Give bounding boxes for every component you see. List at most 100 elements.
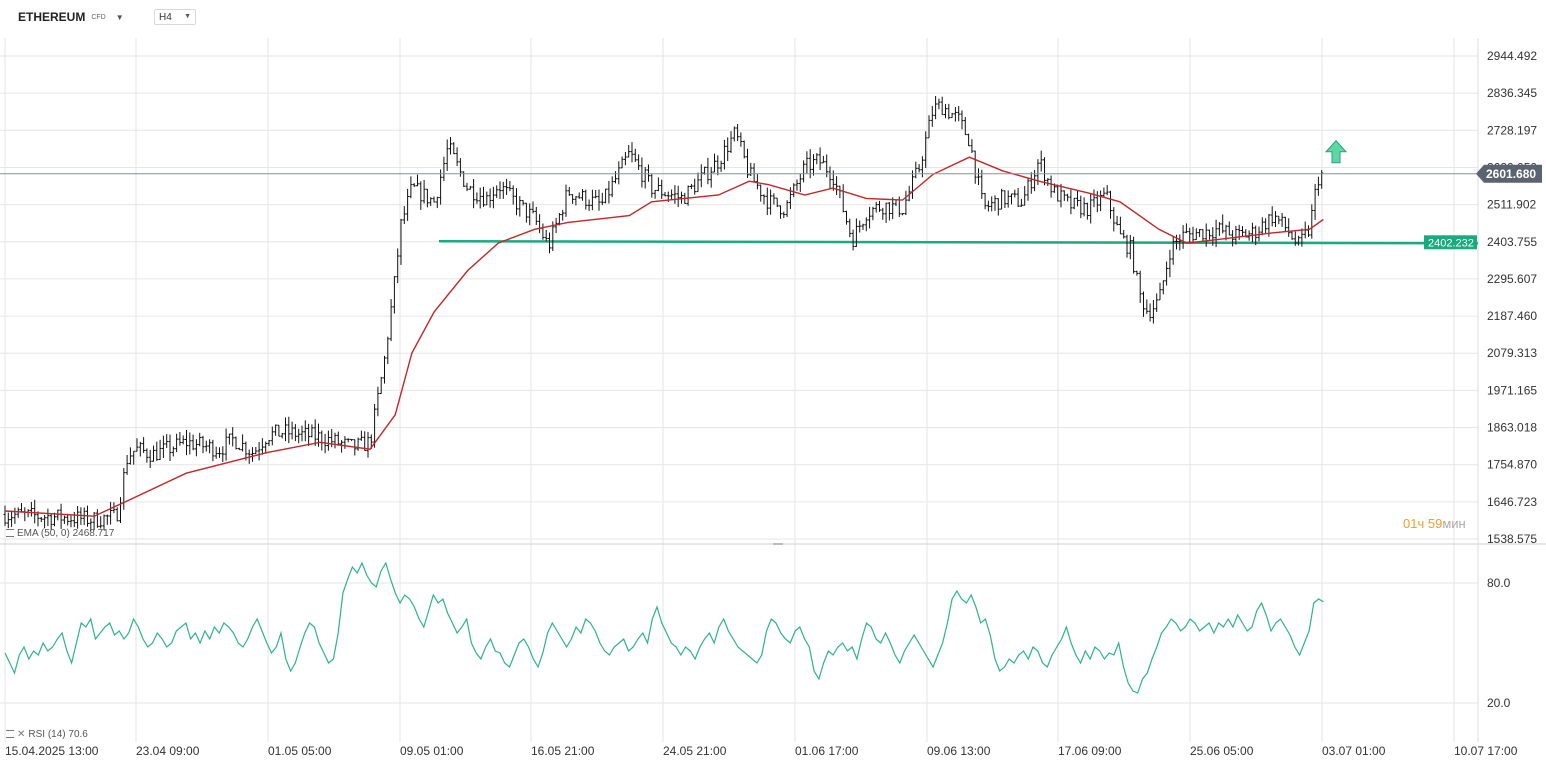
candle: [567, 186, 571, 196]
ema-legend[interactable]: EMA (50, 0) 2468.717: [6, 528, 114, 539]
candle: [1224, 224, 1228, 241]
candle: [762, 194, 766, 205]
candle: [934, 96, 938, 120]
candle: [670, 189, 674, 201]
candle: [254, 447, 258, 455]
candle: [138, 441, 142, 457]
rsi-tick-label: 20.0: [1487, 696, 1511, 710]
candle: [722, 139, 726, 170]
grid: [0, 38, 1546, 742]
current-price-label[interactable]: 2601.680: [1486, 167, 1536, 181]
price-tick-label: 2836.345: [1487, 86, 1537, 100]
candle: [188, 432, 192, 455]
candle: [482, 186, 485, 207]
candle: [465, 182, 469, 192]
candle: [729, 131, 733, 153]
candle: [69, 515, 73, 528]
candle: [841, 184, 845, 213]
candle: [689, 183, 693, 190]
symbol-selector[interactable]: ETHEREUM CFD ▼: [18, 10, 124, 24]
timeframe-selector[interactable]: H4 ▼: [154, 9, 196, 25]
rsi-axis: 80.0 20.0: [1487, 576, 1511, 710]
candle: [755, 173, 759, 190]
candle: [435, 196, 439, 209]
candle: [647, 164, 650, 182]
candle: [544, 230, 548, 242]
price-tick-label: 2187.460: [1487, 309, 1537, 323]
candle: [1260, 217, 1264, 236]
candle: [1168, 249, 1172, 278]
time-axis[interactable]: 15.04.2025 13:00 23.04 09:00 01.05 05:00 09…: [5, 744, 1518, 758]
candle: [1283, 216, 1287, 233]
candle: [864, 217, 868, 232]
price-axis[interactable]: 2944.4922836.3452728.1972620.0502511.902…: [1487, 49, 1537, 546]
candle: [445, 139, 449, 171]
current-price-tag[interactable]: [1476, 164, 1542, 183]
candle: [161, 435, 165, 459]
candle: [326, 430, 330, 451]
candle: [1161, 280, 1165, 295]
candle: [363, 431, 367, 452]
candle: [1217, 222, 1221, 236]
candle: [297, 428, 301, 444]
candle: [980, 169, 984, 199]
pane-resize-handle[interactable]: [773, 543, 783, 545]
candle: [168, 434, 172, 461]
candle: [148, 449, 152, 468]
candle: [1085, 202, 1089, 220]
candle: [1274, 211, 1277, 228]
price-tick-label: 2295.607: [1487, 272, 1537, 286]
candle: [521, 200, 525, 206]
candle: [92, 512, 96, 531]
candle: [1043, 157, 1046, 186]
menu-icon: [6, 529, 14, 538]
ema-line-group: [4, 156, 1324, 517]
candle: [392, 276, 396, 314]
candle: [109, 501, 113, 525]
rsi-line: [4, 561, 1324, 694]
price-tick-label: 2079.313: [1487, 346, 1537, 360]
candle: [251, 447, 254, 462]
candle: [155, 441, 159, 461]
candle: [673, 185, 677, 204]
candle: [1079, 195, 1083, 219]
rsi-legend[interactable]: ✕ RSI (14) 70.6: [6, 729, 88, 740]
candle: [231, 427, 235, 447]
candle: [389, 299, 393, 342]
candle: [742, 140, 746, 159]
support-level-label-bg[interactable]: [1424, 235, 1477, 250]
candle: [950, 112, 954, 119]
candle: [449, 137, 452, 155]
candle: [1151, 300, 1155, 324]
candle: [590, 189, 594, 211]
candle: [237, 447, 241, 451]
close-icon[interactable]: ✕: [17, 729, 26, 740]
candle: [765, 187, 769, 216]
candle: [495, 185, 499, 198]
candle: [468, 185, 472, 190]
candle: [650, 173, 654, 198]
candle: [257, 442, 261, 461]
time-tick-label: 24.05 21:00: [663, 744, 727, 758]
candle: [274, 424, 278, 436]
candle: [72, 512, 76, 528]
candle: [1145, 299, 1149, 314]
candle: [43, 514, 47, 529]
candle: [845, 210, 848, 225]
candle: [854, 218, 858, 247]
support-line-group: 2402.232: [438, 235, 1479, 250]
candle: [1066, 193, 1070, 202]
candle: [538, 214, 542, 234]
candle: [515, 188, 518, 216]
candle: [709, 167, 713, 188]
price-tick-label: 1754.870: [1487, 458, 1537, 472]
candle: [1076, 190, 1079, 207]
candle: [386, 336, 390, 364]
price-tick-label: 1538.575: [1487, 532, 1537, 546]
candle: [752, 163, 756, 183]
candle: [1105, 185, 1109, 196]
support-level-label[interactable]: 2402.232: [1428, 237, 1474, 249]
candle: [696, 172, 700, 193]
candle: [1016, 188, 1020, 208]
